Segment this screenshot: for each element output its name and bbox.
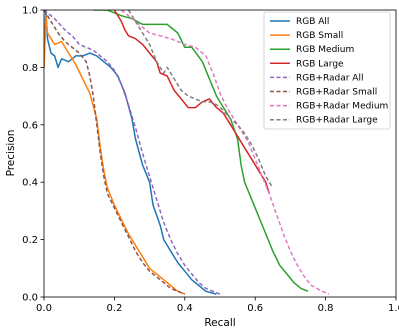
- series-line-rgb-all: [44, 10, 217, 295]
- y-tick-label: 1.0: [22, 6, 38, 17]
- x-tick-label: 0.8: [318, 303, 334, 314]
- legend: RGB All RGB Small RGB Medium RGB Large RGB+R…: [263, 11, 391, 130]
- y-axis-label: Precision: [5, 130, 17, 177]
- y-axis: 0.0 0.2 0.4 0.6 0.8 1.0: [22, 6, 44, 304]
- legend-label-rgb-radar-medium: RGB+Radar Medium: [296, 102, 388, 112]
- legend-box: [263, 11, 391, 130]
- y-tick-label: 0.8: [22, 63, 38, 74]
- x-axis-label: Recall: [204, 317, 235, 329]
- legend-label-rgb-radar-all: RGB+Radar All: [296, 73, 363, 83]
- series-layer: [44, 10, 330, 295]
- series-line-rgb-medium: [93, 10, 309, 292]
- legend-label-rgb-medium: RGB Medium: [296, 45, 354, 55]
- y-tick-label: 0.2: [22, 235, 38, 246]
- y-tick-label: 0.6: [22, 120, 38, 131]
- legend-label-rgb-all: RGB All: [296, 17, 329, 27]
- plot-frame: [43, 9, 397, 298]
- x-tick-label: 0.0: [36, 303, 52, 314]
- series-line-rgb-large: [113, 10, 271, 194]
- x-tick-label: 0.4: [177, 303, 193, 314]
- y-tick-label: 0.4: [22, 178, 38, 189]
- x-tick-label: 1.0: [388, 303, 399, 314]
- y-tick-label: 0.0: [22, 293, 38, 304]
- legend-label-rgb-radar-small: RGB+Radar Small: [296, 88, 377, 98]
- series-line-rgb-radar-large: [127, 10, 274, 189]
- x-tick-label: 0.2: [106, 303, 122, 314]
- x-axis: 0.0 0.2 0.4 0.6 0.8 1.0: [36, 297, 399, 314]
- legend-label-rgb-large: RGB Large: [296, 59, 344, 69]
- legend-label-rgb-small: RGB Small: [296, 31, 343, 41]
- legend-label-rgb-radar-large: RGB+Radar Large: [296, 116, 378, 126]
- series-line-rgb-radar-small: [44, 10, 186, 295]
- series-line-rgb-radar-all: [44, 10, 221, 295]
- series-line-rgb-small: [44, 14, 186, 295]
- x-tick-label: 0.6: [247, 303, 263, 314]
- series-line-rgb-radar-medium: [120, 10, 330, 295]
